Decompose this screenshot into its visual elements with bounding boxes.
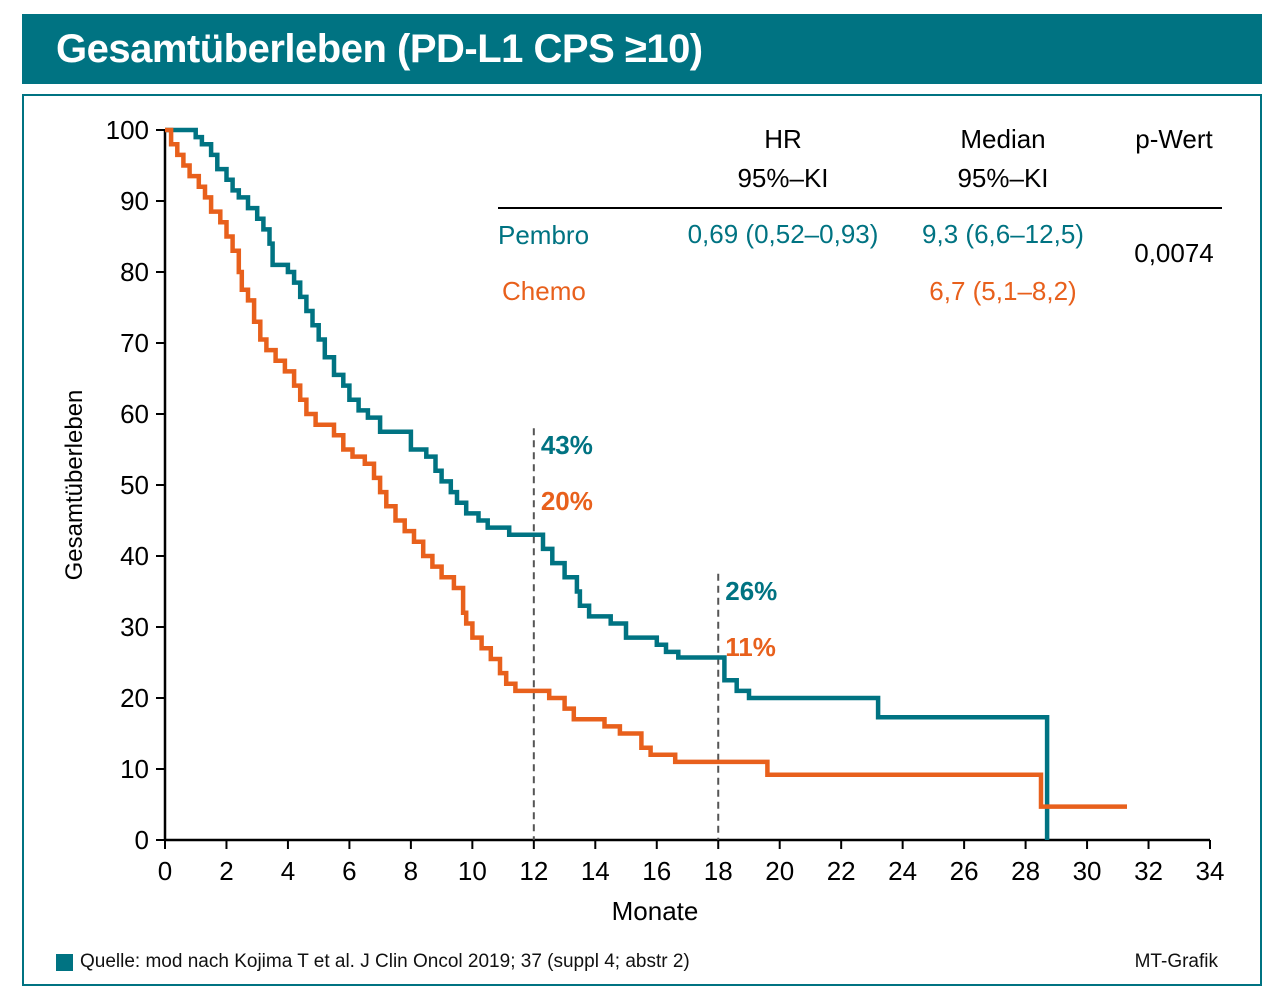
x-tick-label: 14 (581, 856, 610, 886)
table-header-hr-ci: 95%–KI (737, 163, 828, 193)
x-tick-label: 10 (458, 856, 487, 886)
table-header-hr: HR (764, 124, 802, 154)
y-axis-label: Gesamtüberleben (61, 390, 88, 581)
table-header-median: Median (960, 124, 1045, 154)
footer-swatch (56, 954, 73, 971)
table-row-pembro-name: Pembro (498, 220, 589, 250)
x-tick-label: 32 (1134, 856, 1163, 886)
y-tick-label: 30 (120, 612, 149, 642)
table-header-pvalue: p-Wert (1135, 124, 1213, 154)
x-tick-label: 18 (704, 856, 733, 886)
y-tick-label: 60 (120, 399, 149, 429)
axis-ticks (156, 129, 1211, 849)
x-tick-label: 20 (765, 856, 794, 886)
annotation-12-pembro: 43% (541, 430, 593, 460)
x-tick-label: 12 (519, 856, 548, 886)
chart-frame (22, 94, 1262, 986)
footer-credit: MT-Grafik (1134, 951, 1218, 972)
annotation-18-pembro: 26% (725, 576, 777, 606)
y-tick-label: 10 (120, 754, 149, 784)
title-bar: Gesamtüberleben (PD-L1 CPS ≥10) (22, 14, 1262, 84)
x-tick-label: 28 (1011, 856, 1040, 886)
table-pvalue: 0,0074 (1134, 238, 1214, 268)
series-line-pembro (165, 127, 1050, 840)
table-row-chemo-median: 6,7 (5,1–8,2) (929, 276, 1076, 306)
x-tick-label: 4 (281, 856, 295, 886)
x-tick-label: 2 (219, 856, 233, 886)
y-tick-label: 50 (120, 470, 149, 500)
annotation-12-chemo: 20% (541, 486, 593, 516)
series-line-chemo (165, 127, 1127, 809)
y-tick-label: 100 (106, 115, 149, 145)
table-header-median-ci: 95%–KI (957, 163, 1048, 193)
y-tick-label: 40 (120, 541, 149, 571)
y-tick-label: 0 (135, 825, 149, 855)
y-tick-label: 70 (120, 328, 149, 358)
table-row-pembro-hr: 0,69 (0,52–0,93) (688, 219, 879, 249)
footer-source: Quelle: mod nach Kojima T et al. J Clin … (80, 951, 690, 972)
page-title: Gesamtüberleben (PD-L1 CPS ≥10) (56, 27, 703, 71)
stats-table: HR 95%–KI Median 95%–KI p-Wert Pembro 0,… (498, 124, 1222, 306)
x-tick-label: 22 (827, 856, 856, 886)
x-tick-label: 24 (888, 856, 917, 886)
x-tick-label: 6 (342, 856, 356, 886)
axis-tick-labels: 0 2 4 6 8 10 12 14 16 18 20 22 24 26 28 30 32 34010203040… (106, 115, 1225, 886)
table-row-chemo-name: Chemo (502, 276, 586, 306)
x-tick-label: 26 (950, 856, 979, 886)
y-tick-label: 80 (120, 257, 149, 287)
x-axis-label: Monate (612, 896, 699, 926)
x-tick-label: 0 (158, 856, 172, 886)
y-tick-label: 90 (120, 186, 149, 216)
x-tick-label: 16 (642, 856, 671, 886)
x-tick-label: 30 (1073, 856, 1102, 886)
y-tick-label: 20 (120, 683, 149, 713)
x-tick-label: 8 (404, 856, 418, 886)
reference-lines (532, 428, 720, 840)
x-tick-label: 34 (1196, 856, 1225, 886)
annotation-18-chemo: 11% (725, 632, 776, 662)
table-row-pembro-median: 9,3 (6,6–12,5) (922, 219, 1084, 249)
